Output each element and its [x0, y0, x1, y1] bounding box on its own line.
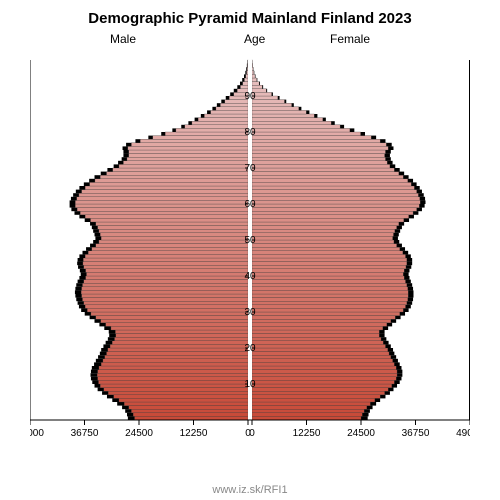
- svg-text:20: 20: [244, 343, 256, 354]
- svg-text:12250: 12250: [180, 428, 208, 439]
- svg-text:24500: 24500: [125, 428, 153, 439]
- watermark: www.iz.sk/RFI1: [0, 484, 500, 496]
- svg-text:24500: 24500: [347, 428, 375, 439]
- label-age: Age: [244, 32, 265, 46]
- chart-title: Demographic Pyramid Mainland Finland 202…: [0, 10, 500, 27]
- svg-text:12250: 12250: [293, 428, 321, 439]
- label-female: Female: [330, 32, 370, 46]
- svg-text:40: 40: [244, 271, 256, 282]
- svg-text:30: 30: [244, 307, 256, 318]
- svg-text:36750: 36750: [402, 428, 430, 439]
- svg-text:0: 0: [249, 428, 255, 439]
- svg-text:36750: 36750: [71, 428, 99, 439]
- svg-text:80: 80: [244, 127, 256, 138]
- pyramid-svg: 49000 36750 24500 12250 0 49000 36750 24500 1225…: [30, 50, 470, 450]
- svg-text:60: 60: [244, 199, 256, 210]
- svg-text:90: 90: [244, 91, 256, 102]
- svg-text:70: 70: [244, 163, 256, 174]
- svg-text:49000: 49000: [30, 428, 44, 439]
- svg-text:49000: 49000: [456, 428, 470, 439]
- label-male: Male: [110, 32, 136, 46]
- plot-area: 49000 36750 24500 12250 0 49000 36750 24500 1225…: [30, 50, 470, 450]
- chart-container: Demographic Pyramid Mainland Finland 202…: [0, 0, 500, 500]
- svg-text:50: 50: [244, 235, 256, 246]
- svg-text:10: 10: [244, 379, 256, 390]
